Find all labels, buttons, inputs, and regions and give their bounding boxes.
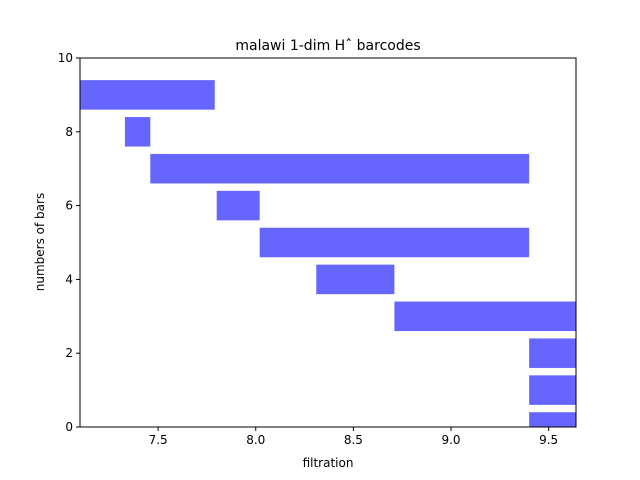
bar: [80, 80, 215, 110]
y-tick-label: 2: [65, 346, 73, 360]
bar: [259, 227, 530, 258]
bar: [529, 412, 576, 427]
x-axis-label: filtration: [303, 456, 354, 470]
bar: [529, 375, 576, 405]
chart-title: malawi 1-dim Hˆ barcodes: [235, 38, 420, 54]
x-tick-label: 9.5: [539, 433, 558, 447]
x-tick-label: 8.5: [344, 433, 363, 447]
x-tick-label: 7.5: [149, 433, 168, 447]
x-tick-label: 9.0: [441, 433, 460, 447]
bar: [124, 117, 151, 147]
bar: [216, 190, 260, 221]
y-tick-label: 4: [65, 272, 73, 286]
bar: [150, 153, 530, 184]
y-tick-label: 10: [58, 51, 73, 65]
y-tick-label: 0: [65, 420, 73, 434]
bar: [394, 301, 576, 332]
y-axis-label: numbers of bars: [33, 193, 47, 291]
bar: [529, 338, 576, 368]
x-tick-label: 8.0: [246, 433, 265, 447]
plot-area: [80, 80, 576, 427]
bar: [316, 264, 395, 295]
y-tick-label: 6: [65, 199, 73, 213]
y-tick-label: 8: [65, 125, 73, 139]
axes-frame: [79, 57, 577, 428]
